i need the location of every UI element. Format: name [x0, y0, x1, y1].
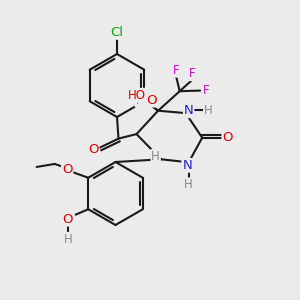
Text: O: O [88, 142, 98, 156]
Text: ·O: ·O [143, 94, 158, 106]
Text: O: O [63, 213, 73, 226]
Text: H: H [135, 94, 144, 106]
Text: O: O [62, 163, 73, 176]
Text: H: H [63, 233, 72, 246]
Text: F: F [173, 64, 179, 77]
Text: H: H [184, 178, 193, 191]
Text: Cl: Cl [110, 26, 124, 39]
Text: F: F [189, 67, 196, 80]
Text: H: H [204, 103, 213, 117]
Text: O: O [222, 131, 233, 144]
Text: HO: HO [128, 88, 146, 102]
Text: F: F [203, 84, 209, 97]
Text: H: H [151, 150, 160, 163]
Text: N: N [182, 159, 192, 172]
Text: N: N [184, 104, 194, 117]
